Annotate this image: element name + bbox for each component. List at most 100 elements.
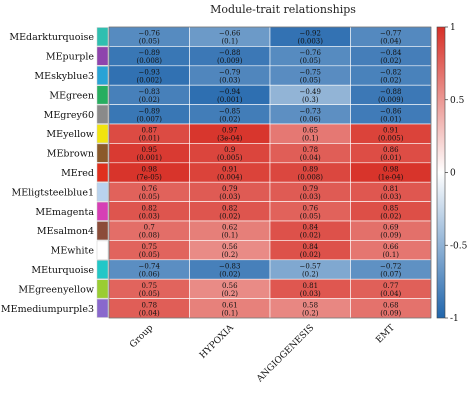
cell-pvalue: (0.03)	[219, 77, 240, 85]
module-color-swatch	[96, 85, 109, 105]
row-label: MEturquoise	[31, 265, 94, 276]
cell-pvalue: (0.2)	[221, 290, 238, 298]
row-label: MEmediumpurple3	[1, 304, 94, 315]
cell-pvalue: (0.03)	[380, 193, 401, 201]
cell-correlation: −0.83	[139, 88, 160, 96]
cell-pvalue: (0.1)	[221, 309, 238, 317]
cell-correlation: 0.91	[383, 127, 399, 135]
cell-pvalue: (0.2)	[302, 271, 319, 279]
module-color-swatch	[96, 124, 109, 144]
cell-pvalue: (0.03)	[300, 193, 321, 201]
cell-pvalue: (0.03)	[139, 212, 160, 220]
cell-pvalue: (0.02)	[219, 212, 240, 220]
cell-correlation: 0.75	[141, 282, 157, 290]
cell-pvalue: (0.02)	[219, 271, 240, 279]
row-label: MEwhite	[51, 246, 95, 257]
cell-pvalue: (0.05)	[139, 38, 160, 46]
module-color-swatch	[96, 221, 109, 241]
module-color-swatch	[96, 240, 109, 260]
cell-pvalue: (0.05)	[139, 251, 160, 259]
cell-pvalue: (0.2)	[221, 251, 238, 259]
cell-pvalue: (0.04)	[380, 290, 401, 298]
cell-pvalue: (0.07)	[380, 271, 401, 279]
cell-pvalue: (0.1)	[221, 38, 238, 46]
cell-correlation: 0.65	[302, 127, 318, 135]
cell-correlation: 0.77	[383, 282, 399, 290]
cell-pvalue: (0.05)	[139, 193, 160, 201]
module-color-swatch	[96, 104, 109, 124]
cell-correlation: 0.81	[302, 282, 318, 290]
cell-correlation: 0.84	[302, 224, 318, 232]
cell-correlation: 0.82	[222, 204, 238, 212]
colorbar-tick-label: 0	[450, 169, 456, 179]
cell-correlation: 0.81	[383, 185, 399, 193]
cell-correlation: 0.85	[383, 204, 399, 212]
module-color-swatch	[96, 260, 109, 279]
row-label: MEligtsteelblue1	[11, 187, 94, 198]
cell-pvalue: (0.009)	[217, 57, 243, 65]
cell-correlation: 0.61	[222, 301, 238, 309]
row-label: MEdarkturquoise	[9, 32, 94, 43]
cell-correlation: 0.78	[302, 146, 318, 154]
cell-correlation: 0.98	[141, 166, 157, 174]
cell-correlation: −0.94	[219, 88, 241, 96]
row-label: MEbrown	[47, 149, 94, 160]
cell-pvalue: (0.05)	[300, 57, 321, 65]
heatmap-cells: −0.76(0.05)−0.66(0.1)−0.92(0.003)−0.77(0…	[108, 26, 432, 319]
row-label: MEred	[61, 168, 94, 179]
column-labels: Group HYPOXIA ANGIOGENESIS EMT	[128, 323, 397, 385]
cell-correlation: 0.95	[141, 146, 157, 154]
cell-pvalue: (0.01)	[139, 135, 160, 143]
cell-pvalue: (0.02)	[219, 115, 240, 123]
cell-correlation: 0.91	[222, 166, 238, 174]
row-label: MEmagenta	[35, 207, 94, 218]
cell-pvalue: (0.01)	[380, 154, 401, 162]
cell-pvalue: (0.007)	[136, 115, 162, 123]
cell-pvalue: (0.004)	[217, 174, 243, 182]
cell-correlation: −0.93	[139, 69, 160, 77]
cell-pvalue: (0.001)	[217, 96, 243, 104]
row-label: MEgreenyellow	[18, 284, 94, 295]
cell-correlation: 0.98	[383, 166, 399, 174]
cell-correlation: −0.82	[380, 69, 401, 77]
module-color-swatch	[96, 143, 109, 163]
cell-correlation: −0.89	[139, 49, 160, 57]
cell-pvalue: (0.02)	[300, 232, 321, 240]
colorbar-tick-label: -0.5	[450, 241, 468, 251]
column-label: Group	[128, 323, 155, 350]
module-color-swatch	[96, 279, 109, 299]
cell-correlation: 0.68	[383, 301, 399, 309]
cell-pvalue: (0.008)	[136, 57, 162, 65]
colorbar-tick-label: 1	[450, 23, 456, 33]
cell-pvalue: (0.04)	[139, 309, 160, 317]
cell-pvalue: (0.05)	[139, 290, 160, 298]
cell-correlation: 0.7	[144, 224, 155, 232]
cell-correlation: −0.76	[139, 30, 161, 38]
cell-correlation: 0.56	[222, 243, 238, 251]
cell-correlation: −0.85	[219, 107, 240, 115]
cell-pvalue: (0.001)	[136, 154, 162, 162]
cell-correlation: −0.76	[300, 49, 322, 57]
row-label: MEsalmon4	[37, 226, 94, 237]
module-color-swatch	[96, 163, 109, 182]
cell-pvalue: (3e-04)	[217, 135, 243, 143]
cell-pvalue: (0.008)	[297, 174, 323, 182]
heatmap-border	[108, 26, 432, 319]
cell-correlation: 0.82	[141, 204, 157, 212]
module-color-swatch	[96, 182, 109, 202]
column-label: EMT	[374, 323, 396, 345]
cell-correlation: 0.86	[383, 146, 399, 154]
colorbar-tick-label: -1	[450, 314, 459, 324]
cell-pvalue: (0.03)	[219, 193, 240, 201]
cell-correlation: −0.49	[300, 88, 321, 96]
cell-pvalue: (0.06)	[139, 271, 160, 279]
cell-correlation: 0.76	[302, 204, 318, 212]
module-color-swatches	[96, 27, 109, 318]
module-color-swatch	[96, 201, 109, 221]
cell-correlation: 0.76	[141, 185, 157, 193]
row-label: MEpurple	[46, 52, 95, 63]
cell-correlation: 0.97	[222, 127, 238, 135]
cell-pvalue: (0.09)	[380, 309, 401, 317]
cell-pvalue: (0.003)	[297, 38, 323, 46]
